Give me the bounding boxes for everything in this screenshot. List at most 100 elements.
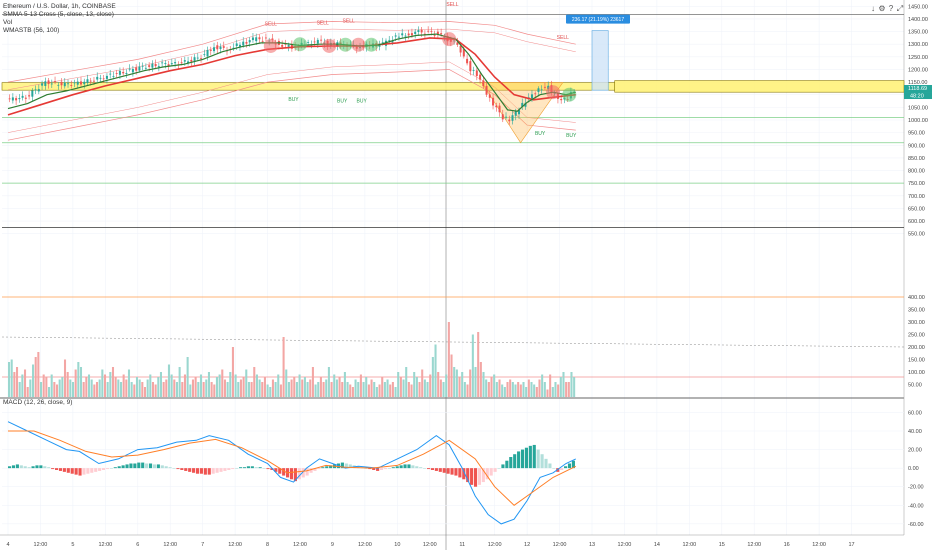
gear-icon[interactable]: ⚙ xyxy=(878,4,885,13)
candle-body xyxy=(271,38,274,40)
candle-body xyxy=(138,66,141,71)
volume-bar xyxy=(125,379,128,397)
indicator-smma-label[interactable]: SMMA 5-13 Cross (5, close, 13, close) xyxy=(3,11,114,18)
macd-histogram-bar xyxy=(66,468,70,473)
volume-bar xyxy=(498,379,501,397)
resistance-zone-extension[interactable] xyxy=(614,80,905,93)
volume-bar xyxy=(551,387,554,397)
candle-body xyxy=(245,42,248,44)
volume-bar xyxy=(21,374,24,397)
candle-body xyxy=(242,41,245,46)
volume-bar xyxy=(221,369,224,397)
volume-bar xyxy=(13,372,16,397)
candle-body xyxy=(284,43,287,45)
candle-body xyxy=(514,111,517,116)
last-price-tag[interactable] xyxy=(904,85,932,93)
macd-histogram-bar xyxy=(528,445,532,469)
candle-body xyxy=(11,97,14,101)
candle-body xyxy=(459,45,462,53)
volume-bar xyxy=(405,367,408,397)
volume-pane xyxy=(1,296,905,397)
volume-bar xyxy=(58,379,61,397)
candle-body xyxy=(518,110,520,115)
volume-bar xyxy=(338,377,341,397)
volume-bar xyxy=(285,369,288,397)
candle-body xyxy=(397,36,400,38)
volume-bar xyxy=(186,357,189,397)
macd-histogram-bar xyxy=(309,468,313,473)
volume-bar xyxy=(351,387,354,397)
volume-bar xyxy=(311,367,314,397)
macd-histogram-bar xyxy=(430,468,435,470)
volume-bar xyxy=(239,379,242,397)
time-tick-label: 12:00 xyxy=(747,542,761,548)
volume-bar xyxy=(509,379,512,397)
macd-histogram-bar xyxy=(11,465,16,469)
candle-body xyxy=(47,80,50,85)
cross-signal-circle xyxy=(351,37,366,52)
volume-bar xyxy=(237,382,240,397)
macd-histogram-bar xyxy=(74,468,78,475)
projection-box[interactable] xyxy=(591,30,609,91)
time-tick-label: 14 xyxy=(654,542,660,548)
time-tick-label: 10 xyxy=(394,542,400,548)
candle-body xyxy=(209,49,212,51)
macd-histogram-bar xyxy=(571,460,575,469)
candle-body xyxy=(281,44,284,47)
price-axis[interactable]: 1450.00 1400.00 1350.00 1300.00 1250.00 1200.… xyxy=(871,4,932,528)
volume-bar xyxy=(109,372,112,397)
macd-line xyxy=(7,421,577,525)
candle-body xyxy=(560,98,563,101)
candle-body xyxy=(530,94,533,99)
macd-histogram-bar xyxy=(266,468,270,470)
macd-histogram-bar xyxy=(156,464,160,469)
down-arrow-icon[interactable]: ↓ xyxy=(871,4,875,13)
volume-bar xyxy=(218,374,221,397)
macd-label[interactable]: MACD (12, 26, close, 9) xyxy=(3,399,73,406)
macd-histogram-bar xyxy=(199,468,203,474)
candle-body xyxy=(96,76,99,80)
fullscreen-icon[interactable]: ⤢ xyxy=(896,4,903,13)
candle-body xyxy=(307,42,310,43)
volume-bar xyxy=(397,372,400,397)
volume-bar xyxy=(47,387,51,397)
candle-body xyxy=(164,63,167,65)
volume-bar xyxy=(357,382,360,397)
macd-histogram-bar xyxy=(567,463,572,469)
time-tick-label: 12:00 xyxy=(488,542,502,548)
indicator-wmastb-label[interactable]: WMASTB (56, 100) xyxy=(3,27,60,34)
macd-histogram-bar xyxy=(419,467,423,469)
price-pane: SELL SELL SELL SELL SELL BUY BUY BUY BUY BUY 236.1… xyxy=(1,0,905,550)
time-tick-label: 4 xyxy=(6,542,9,548)
volume-bar xyxy=(242,377,245,397)
symbol-title[interactable]: Ethereum / U.S. Dollar, 1h, COINBASE xyxy=(3,3,116,10)
candle-body xyxy=(18,98,21,100)
indicator-vol-label[interactable]: Vol xyxy=(3,19,13,26)
macd-tick-label: -60.00 xyxy=(908,522,924,528)
volume-bar xyxy=(330,382,333,397)
candle-body xyxy=(495,105,498,108)
macd-histogram-bar xyxy=(489,468,493,476)
time-tick-label: 7 xyxy=(201,542,204,548)
candle-body xyxy=(34,89,37,91)
candle-body xyxy=(313,41,316,43)
question-icon[interactable]: ? xyxy=(889,4,894,13)
volume-bar xyxy=(399,377,402,397)
volume-trend-dashed-line xyxy=(1,336,905,348)
buy-signal-label: BUY xyxy=(357,98,368,104)
volume-bar xyxy=(439,379,442,397)
volume-bar xyxy=(277,374,280,397)
candle-body xyxy=(482,80,485,87)
candle-body xyxy=(99,77,102,79)
macd-tick-label: 20.00 xyxy=(908,448,922,454)
volume-bar xyxy=(151,382,155,397)
volume-bar xyxy=(197,382,200,397)
macd-histogram-bar xyxy=(297,468,301,480)
macd-histogram-bar xyxy=(509,457,513,469)
volume-bar xyxy=(119,382,123,397)
volume-bar xyxy=(557,384,560,397)
time-axis[interactable]: 4 12:00 5 12:00 6 12:00 7 12:00 8 12:00 9 12:00 10 12… xyxy=(6,542,854,548)
macd-histogram-bar xyxy=(231,468,235,470)
